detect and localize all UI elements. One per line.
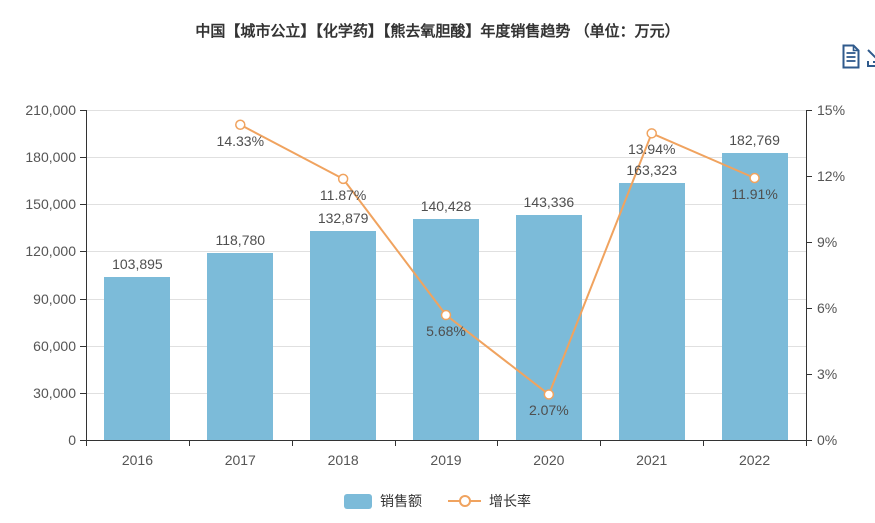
bar-2020[interactable]	[515, 214, 582, 440]
x-axis-tick	[600, 440, 602, 446]
y-axis-label-left: 30,000	[33, 384, 76, 401]
y-axis-tick-right	[806, 176, 812, 177]
x-axis-tick	[188, 440, 190, 446]
x-axis-tick	[291, 440, 293, 446]
growth-value-label: 2.07%	[528, 402, 569, 419]
bar-value-label: 103,895	[112, 255, 163, 272]
legend-item-sales[interactable]: 销售额	[344, 491, 422, 511]
line-marker-2017[interactable]	[235, 119, 246, 130]
x-axis-tick	[497, 440, 499, 446]
bar-value-label: 163,323	[626, 162, 677, 179]
x-axis-label: 2017	[224, 452, 256, 468]
y-axis-label-right: 9%	[817, 234, 838, 250]
y-axis-label-left: 0	[68, 432, 76, 448]
line-marker-2021[interactable]	[646, 128, 657, 139]
growth-line[interactable]	[239, 123, 755, 397]
bar-2019[interactable]	[413, 219, 479, 440]
growth-value-label: 11.87%	[319, 186, 367, 203]
y-axis-tick-right	[806, 242, 812, 243]
x-axis-tick	[86, 440, 87, 446]
growth-value-label: 5.68%	[426, 323, 466, 340]
growth-line-series	[235, 119, 760, 400]
bar-2022[interactable]	[721, 152, 788, 440]
line-marker-2020[interactable]	[543, 389, 555, 400]
x-axis-label: 2021	[636, 452, 668, 468]
bar-value-label: 132,879	[317, 210, 369, 227]
bar-value-label: 143,336	[523, 193, 575, 210]
y-axis-tick-left	[80, 298, 86, 300]
y-axis-label-right: 12%	[817, 168, 846, 184]
gridline	[86, 204, 806, 206]
y-axis-tick-right	[806, 110, 812, 111]
x-axis-label: 2019	[430, 452, 462, 468]
x-axis-tick	[394, 440, 396, 446]
y-axis-label-right: 3%	[817, 366, 838, 382]
y-axis-label-left: 90,000	[33, 290, 76, 307]
y-axis-label-right: 6%	[817, 300, 838, 316]
growth-value-label: 13.94%	[627, 141, 676, 158]
legend-item-growth[interactable]: 增长率	[448, 491, 531, 511]
bar-legend-swatch-icon	[344, 493, 372, 509]
y-axis-label-right: 0%	[817, 432, 838, 448]
y-axis-tick-left	[80, 392, 86, 394]
y-axis-tick-right	[806, 374, 812, 375]
y-axis-tick-left	[80, 157, 86, 159]
bar-2017[interactable]	[207, 253, 274, 440]
x-axis-label: 2022	[738, 452, 771, 468]
line-marker-2018[interactable]	[337, 173, 349, 185]
legend-label-sales: 销售额	[380, 493, 422, 509]
y-axis-tick-left	[80, 345, 86, 347]
y-axis-tick-right	[806, 308, 812, 309]
line-legend-swatch-icon	[448, 494, 481, 509]
line-marker-2022[interactable]	[749, 172, 760, 184]
x-axis-line	[86, 440, 807, 441]
y-axis-tick-left	[80, 204, 86, 206]
legend: 销售额 增长率	[0, 491, 875, 511]
bar-value-label: 182,769	[729, 131, 780, 148]
x-axis-label: 2018	[327, 452, 359, 468]
line-marker-2019[interactable]	[440, 309, 452, 321]
chart-title: 中国【城市公立】【化学药】【熊去氧胆酸】年度销售趋势 （单位：万元）	[195, 23, 680, 40]
x-axis-label: 2020	[533, 452, 565, 468]
growth-value-label: 11.91%	[731, 185, 778, 202]
growth-value-label: 14.33%	[216, 132, 265, 149]
save-image-icon[interactable]	[866, 47, 875, 74]
bar-2018[interactable]	[310, 231, 377, 440]
x-axis-label: 2016	[121, 452, 153, 468]
y-axis-tick-left	[80, 110, 86, 111]
bar-value-label: 118,780	[215, 232, 266, 249]
y-axis-label-left: 210,000	[25, 102, 76, 118]
y-axis-line-right	[806, 110, 807, 440]
circle-marker-icon	[458, 495, 471, 507]
y-axis-label-left: 60,000	[33, 337, 76, 354]
plot-area	[86, 110, 806, 440]
y-axis-label-left: 180,000	[25, 149, 76, 166]
y-axis-tick-left	[80, 440, 86, 441]
gridline	[86, 157, 806, 159]
bar-value-label: 140,428	[420, 198, 472, 215]
legend-label-growth: 增长率	[489, 493, 531, 509]
bar-2021[interactable]	[618, 183, 685, 440]
gridline	[86, 110, 806, 111]
x-axis-tick	[806, 440, 807, 446]
x-axis-tick	[703, 440, 705, 446]
y-axis-tick-right	[806, 440, 812, 441]
y-axis-label-left: 150,000	[25, 196, 76, 213]
y-axis-tick-left	[80, 251, 86, 253]
y-axis-label-left: 120,000	[25, 243, 76, 260]
data-view-icon[interactable]	[842, 44, 860, 74]
bar-2016[interactable]	[104, 276, 171, 440]
y-axis-line-left	[86, 110, 87, 440]
y-axis-label-right: 15%	[817, 102, 846, 118]
